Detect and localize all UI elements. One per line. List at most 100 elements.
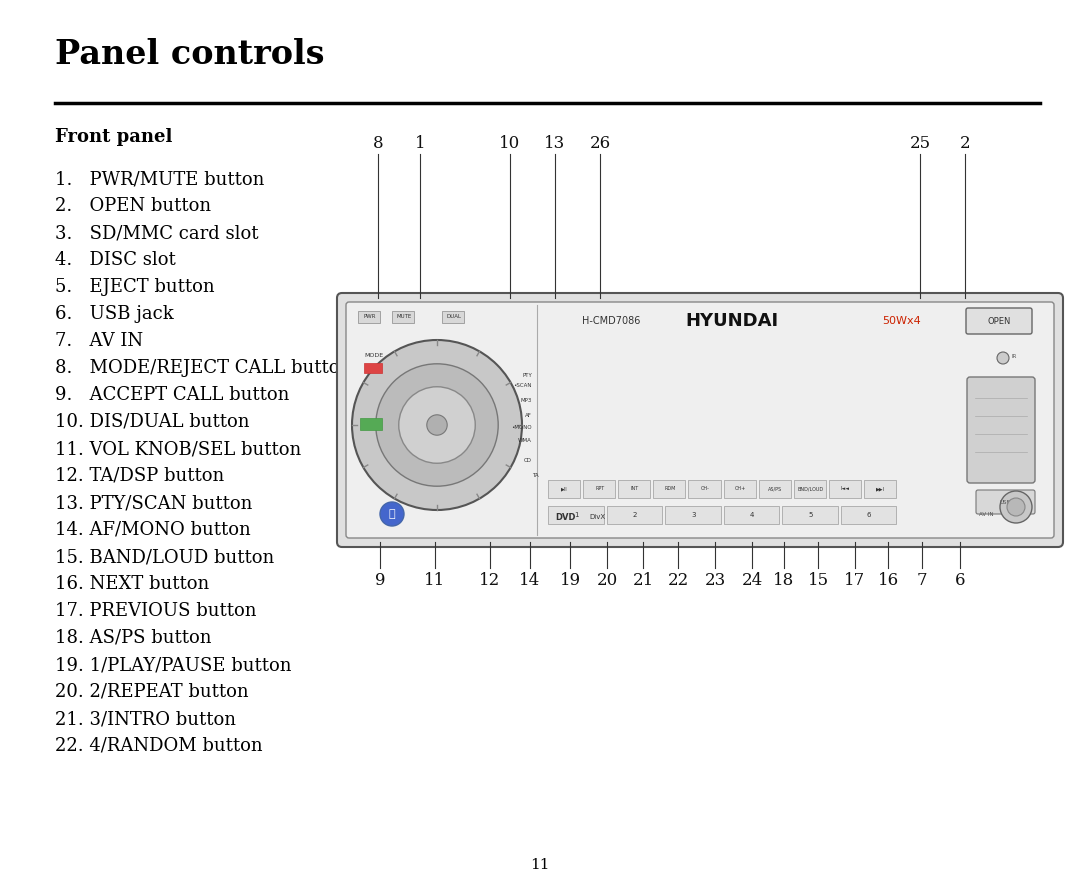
Bar xyxy=(653,480,686,498)
Text: 11: 11 xyxy=(530,858,550,872)
Text: 9: 9 xyxy=(375,572,386,589)
Text: 50Wx4: 50Wx4 xyxy=(882,316,921,326)
Circle shape xyxy=(352,340,522,510)
Text: 14. AF/MONO button: 14. AF/MONO button xyxy=(55,521,251,539)
Text: HYUNDAI: HYUNDAI xyxy=(686,312,779,330)
Bar xyxy=(724,506,779,524)
Text: 6.   USB jack: 6. USB jack xyxy=(55,305,174,323)
FancyBboxPatch shape xyxy=(976,490,1035,514)
Text: INT: INT xyxy=(631,487,639,492)
Circle shape xyxy=(1007,498,1025,516)
Text: DVD: DVD xyxy=(555,512,576,522)
Bar xyxy=(583,480,616,498)
Text: ▶II: ▶II xyxy=(562,487,568,492)
Bar xyxy=(864,480,896,498)
Text: 20: 20 xyxy=(596,572,618,589)
Text: 7.   AV IN: 7. AV IN xyxy=(55,332,144,350)
Text: 10: 10 xyxy=(499,135,521,152)
Text: 17. PREVIOUS button: 17. PREVIOUS button xyxy=(55,602,257,620)
Bar xyxy=(840,506,896,524)
Text: Panel controls: Panel controls xyxy=(55,38,324,71)
Text: AV IN: AV IN xyxy=(980,511,994,517)
Text: H-CMD7086: H-CMD7086 xyxy=(582,316,640,326)
Text: 19: 19 xyxy=(559,572,581,589)
Circle shape xyxy=(1000,491,1032,523)
Text: DivX: DivX xyxy=(589,514,605,520)
Text: 13: 13 xyxy=(544,135,566,152)
Text: ▶▶I: ▶▶I xyxy=(876,487,885,492)
Text: 23: 23 xyxy=(704,572,726,589)
Text: 21: 21 xyxy=(633,572,653,589)
Text: 8.   MODE/REJECT CALL button: 8. MODE/REJECT CALL button xyxy=(55,359,351,377)
Text: 10. DIS/DUAL button: 10. DIS/DUAL button xyxy=(55,413,249,431)
Text: CH-: CH- xyxy=(701,487,710,492)
Text: 1: 1 xyxy=(573,512,579,518)
Text: 6: 6 xyxy=(955,572,966,589)
Text: 13. PTY/SCAN button: 13. PTY/SCAN button xyxy=(55,494,253,512)
Text: PTY: PTY xyxy=(523,373,532,378)
Text: 18: 18 xyxy=(773,572,795,589)
Circle shape xyxy=(380,502,404,526)
Bar xyxy=(724,480,756,498)
Text: 16: 16 xyxy=(877,572,899,589)
Text: 18. AS/PS button: 18. AS/PS button xyxy=(55,629,212,647)
Text: I◄◄: I◄◄ xyxy=(841,487,850,492)
Text: RPT: RPT xyxy=(595,487,605,492)
Text: 3: 3 xyxy=(691,512,696,518)
Text: 4.   DISC slot: 4. DISC slot xyxy=(55,251,176,269)
FancyBboxPatch shape xyxy=(967,377,1035,483)
Text: 11. VOL KNOB/SEL button: 11. VOL KNOB/SEL button xyxy=(55,440,301,458)
Text: 22. 4/RANDOM button: 22. 4/RANDOM button xyxy=(55,737,262,755)
Bar xyxy=(828,480,861,498)
Text: 2.   OPEN button: 2. OPEN button xyxy=(55,197,211,215)
Text: 6: 6 xyxy=(866,512,870,518)
Text: TA: TA xyxy=(532,473,539,478)
Text: OPEN: OPEN xyxy=(987,316,1011,326)
Text: MUTE: MUTE xyxy=(396,314,411,320)
Text: 20. 2/REPEAT button: 20. 2/REPEAT button xyxy=(55,683,248,701)
Bar xyxy=(548,506,604,524)
Text: MP3: MP3 xyxy=(521,398,532,403)
Text: 21. 3/INTRO button: 21. 3/INTRO button xyxy=(55,710,237,728)
Bar xyxy=(794,480,826,498)
Text: 19. 1/PLAY/PAUSE button: 19. 1/PLAY/PAUSE button xyxy=(55,656,292,674)
Bar xyxy=(665,506,720,524)
Bar xyxy=(782,506,837,524)
Bar xyxy=(618,480,650,498)
Circle shape xyxy=(399,387,475,464)
Text: USB: USB xyxy=(1000,500,1011,504)
Text: 9.   ACCEPT CALL button: 9. ACCEPT CALL button xyxy=(55,386,289,404)
Text: 25: 25 xyxy=(909,135,931,152)
Text: 5.   EJECT button: 5. EJECT button xyxy=(55,278,215,296)
Text: 2: 2 xyxy=(633,512,637,518)
Circle shape xyxy=(427,415,447,435)
Text: CH+: CH+ xyxy=(734,487,745,492)
Text: 1.   PWR/MUTE button: 1. PWR/MUTE button xyxy=(55,170,265,188)
Text: 8: 8 xyxy=(373,135,383,152)
Bar xyxy=(364,363,382,373)
Text: 4: 4 xyxy=(750,512,754,518)
Text: Front panel: Front panel xyxy=(55,128,173,146)
Text: 11: 11 xyxy=(424,572,446,589)
Bar xyxy=(758,480,791,498)
Bar xyxy=(548,480,580,498)
Text: 24: 24 xyxy=(741,572,762,589)
Text: 12. TA/DSP button: 12. TA/DSP button xyxy=(55,467,225,485)
Text: 16. NEXT button: 16. NEXT button xyxy=(55,575,210,593)
Bar xyxy=(607,506,662,524)
Text: RDM: RDM xyxy=(664,487,675,492)
Text: PWR: PWR xyxy=(364,314,376,320)
FancyBboxPatch shape xyxy=(966,308,1032,334)
Text: CD: CD xyxy=(524,458,532,463)
Text: IR: IR xyxy=(1012,353,1017,358)
Text: 22: 22 xyxy=(667,572,689,589)
Text: 15. BAND/LOUD button: 15. BAND/LOUD button xyxy=(55,548,274,566)
Bar xyxy=(357,311,380,323)
Text: AF: AF xyxy=(525,413,532,418)
Text: 2: 2 xyxy=(960,135,970,152)
Text: MODE: MODE xyxy=(364,353,383,358)
Bar xyxy=(392,311,414,323)
Text: 5: 5 xyxy=(808,512,812,518)
Circle shape xyxy=(376,364,498,487)
Text: 14: 14 xyxy=(519,572,541,589)
